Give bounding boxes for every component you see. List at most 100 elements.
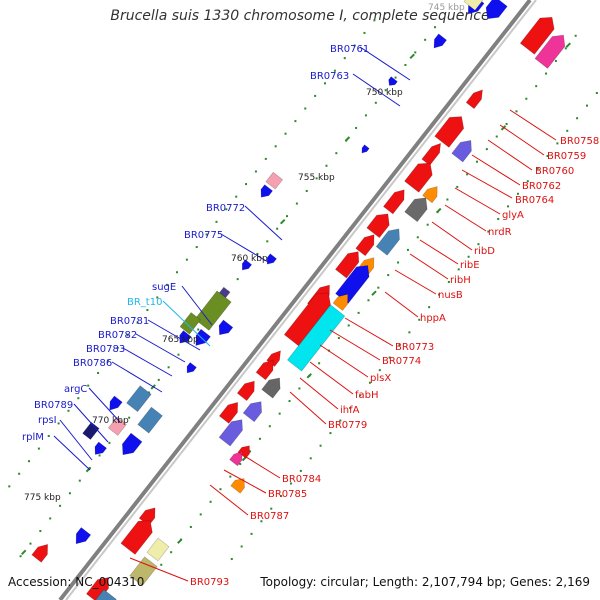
gene-feature[interactable] [430, 33, 447, 51]
gene-feature[interactable] [481, 0, 508, 24]
gene-feature[interactable] [84, 589, 117, 600]
gene-feature[interactable] [230, 475, 249, 494]
gene-feature[interactable] [129, 556, 158, 587]
tick-dot [353, 44, 356, 47]
gene-label[interactable]: BR0760 [535, 166, 574, 177]
gene-label[interactable]: BR0758 [560, 136, 599, 147]
gene-label[interactable]: BR0764 [515, 195, 554, 206]
gene-label[interactable]: BR0763 [310, 71, 349, 82]
leader-line [289, 391, 327, 425]
tick-mark [436, 207, 442, 214]
gene-label[interactable]: fabH [355, 390, 379, 401]
gene-feature[interactable] [265, 171, 284, 190]
gene-label[interactable]: BR0774 [382, 356, 421, 367]
gene-label[interactable]: BR0784 [282, 474, 321, 485]
gene-feature[interactable] [146, 537, 170, 562]
gene-feature[interactable] [332, 291, 352, 311]
gene-feature[interactable] [106, 395, 123, 413]
leader-line [394, 269, 437, 295]
gene-feature[interactable] [229, 449, 247, 467]
gene-label[interactable]: BR0781 [110, 316, 149, 327]
tick-dot [18, 472, 21, 475]
gene-label[interactable]: sugE [152, 282, 176, 293]
gene-label[interactable]: BR_t10 [127, 297, 162, 308]
gene-label[interactable]: BR0773 [395, 342, 434, 353]
gene-label[interactable]: hppA [420, 313, 446, 324]
gene-label[interactable]: nusB [438, 290, 463, 301]
gene-feature[interactable] [283, 287, 335, 347]
gene-feature[interactable] [355, 231, 379, 257]
gene-label[interactable]: BR0793 [190, 577, 229, 588]
gene-label[interactable]: glyA [502, 210, 524, 221]
gene-feature[interactable] [82, 421, 100, 440]
gene-feature[interactable] [451, 136, 477, 163]
gene-feature[interactable] [335, 261, 374, 304]
gene-label[interactable]: BR0762 [522, 181, 561, 192]
gene-feature[interactable] [184, 362, 197, 375]
gene-feature[interactable] [255, 357, 278, 381]
gene-feature[interactable] [421, 140, 445, 166]
gene-feature[interactable] [519, 12, 559, 55]
tick-dot [374, 101, 377, 104]
gene-feature[interactable] [137, 406, 163, 434]
gene-label[interactable]: ribH [450, 275, 471, 286]
gene-label[interactable]: ihfA [340, 405, 360, 416]
gene-feature[interactable] [287, 304, 346, 372]
gene-label[interactable]: rpsI [38, 415, 57, 426]
gene-feature[interactable] [375, 225, 404, 256]
gene-feature[interactable] [366, 209, 394, 239]
gene-label[interactable]: BR0783 [86, 344, 125, 355]
gene-label[interactable]: nrdR [488, 227, 512, 238]
gene-feature[interactable] [242, 397, 266, 423]
tick-dot [556, 142, 559, 145]
gene-feature[interactable] [239, 259, 253, 273]
gene-label[interactable]: ribD [474, 246, 495, 257]
gene-label[interactable]: rplM [22, 432, 44, 443]
gene-label[interactable]: BR0785 [268, 489, 307, 500]
gene-label[interactable]: ribE [460, 260, 480, 271]
tick-dot [576, 117, 579, 120]
gene-feature[interactable] [404, 158, 438, 193]
gene-feature[interactable] [107, 416, 127, 436]
gene-feature[interactable] [534, 30, 570, 69]
tick-dot [240, 545, 243, 548]
gene-label[interactable]: BR0759 [547, 151, 586, 162]
gene-feature[interactable] [71, 527, 92, 548]
gene-feature[interactable] [465, 87, 486, 110]
tick-dot [239, 463, 242, 466]
gene-label[interactable]: BR0789 [34, 400, 73, 411]
gene-label[interactable]: BR0779 [328, 420, 367, 431]
gene-feature[interactable] [434, 111, 469, 148]
gene-feature[interactable] [215, 319, 234, 338]
tick-dot [59, 504, 62, 507]
gene-feature[interactable] [236, 377, 259, 401]
gene-feature[interactable] [86, 573, 113, 600]
gene-feature[interactable] [117, 432, 143, 459]
gene-label[interactable]: argC [64, 384, 87, 395]
tick-dot [373, 19, 376, 22]
gene-label[interactable]: BR0787 [250, 511, 289, 522]
gene-feature[interactable] [91, 441, 107, 458]
gene-feature[interactable] [360, 144, 370, 155]
gene-feature[interactable] [257, 184, 273, 201]
gene-feature[interactable] [383, 186, 408, 215]
gene-feature[interactable] [463, 0, 491, 11]
gene-feature[interactable] [386, 76, 398, 88]
gene-label[interactable]: BR0786 [73, 358, 112, 369]
gene-label[interactable]: BR0761 [330, 44, 369, 55]
gene-feature[interactable] [31, 541, 53, 563]
gene-feature[interactable] [218, 399, 242, 424]
gene-feature[interactable] [261, 374, 285, 399]
leader-line [359, 46, 411, 81]
gene-feature[interactable] [120, 515, 157, 555]
gene-feature[interactable] [404, 193, 432, 223]
gene-feature[interactable] [218, 415, 247, 447]
gene-feature[interactable] [335, 247, 363, 279]
gene-label[interactable]: BR0772 [206, 203, 245, 214]
gene-label[interactable]: BR0782 [98, 330, 137, 341]
gene-feature[interactable] [126, 385, 152, 413]
gene-feature[interactable] [422, 183, 442, 204]
gene-label[interactable]: BR0775 [184, 230, 223, 241]
gene-label[interactable]: plsX [370, 373, 391, 384]
kbp-tick-label: 765 kbp [162, 335, 199, 345]
